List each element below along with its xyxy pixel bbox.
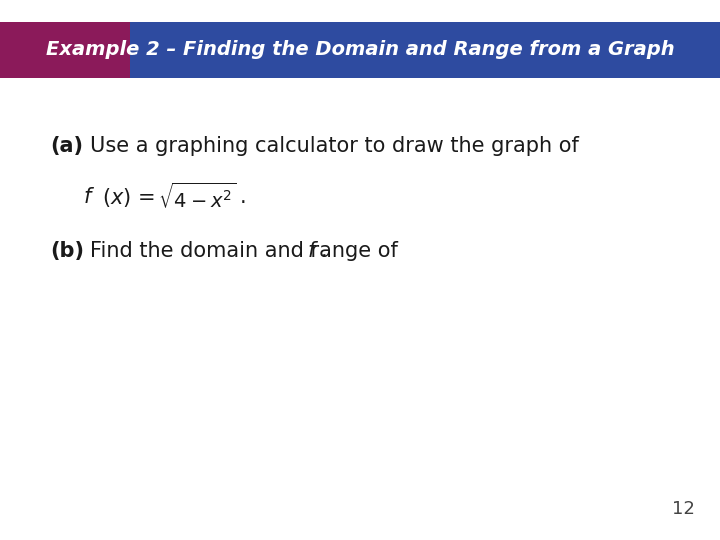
Text: Use a graphing calculator to draw the graph of: Use a graphing calculator to draw the gr… [90, 136, 579, 156]
Text: (a): (a) [50, 136, 84, 156]
Bar [130, 22, 720, 78]
Text: .: . [320, 241, 327, 261]
Bar [0, 22, 130, 78]
Text: 12: 12 [672, 501, 695, 518]
Text: (b): (b) [50, 241, 84, 261]
Text: .: . [240, 187, 246, 207]
Text: $f$: $f$ [83, 187, 95, 207]
Text: $\sqrt{4-x^2}$: $\sqrt{4-x^2}$ [158, 182, 237, 212]
Text: $(x)$ =: $(x)$ = [102, 186, 155, 208]
Text: Find the domain and range of: Find the domain and range of [90, 241, 405, 261]
Text: Example 2 – Finding the Domain and Range from a Graph: Example 2 – Finding the Domain and Range… [45, 40, 675, 59]
Text: $f$: $f$ [307, 241, 320, 261]
